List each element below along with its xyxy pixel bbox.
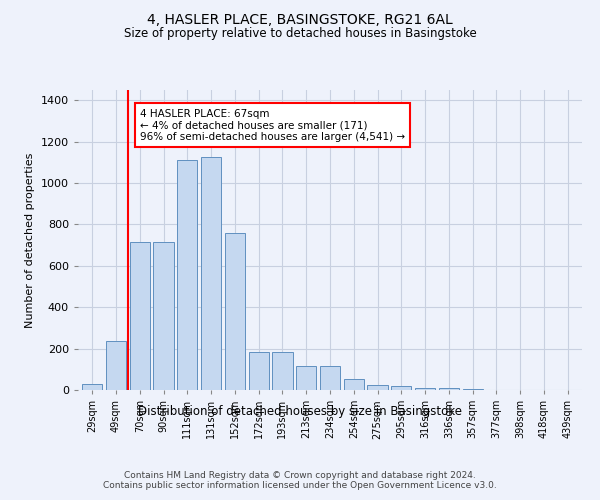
Bar [248,352,269,390]
Bar [439,388,459,390]
Bar [201,157,221,390]
Bar [130,242,150,390]
Y-axis label: Number of detached properties: Number of detached properties [25,152,35,328]
Text: Size of property relative to detached houses in Basingstoke: Size of property relative to detached ho… [124,28,476,40]
Bar [272,352,293,390]
Bar [177,160,197,390]
Bar [344,378,364,390]
Text: 4 HASLER PLACE: 67sqm
← 4% of detached houses are smaller (171)
96% of semi-deta: 4 HASLER PLACE: 67sqm ← 4% of detached h… [140,108,405,142]
Bar [296,366,316,390]
Text: 4, HASLER PLACE, BASINGSTOKE, RG21 6AL: 4, HASLER PLACE, BASINGSTOKE, RG21 6AL [147,12,453,26]
Bar [415,388,435,390]
Bar [391,386,412,390]
Text: Contains HM Land Registry data © Crown copyright and database right 2024.
Contai: Contains HM Land Registry data © Crown c… [103,470,497,490]
Text: Distribution of detached houses by size in Basingstoke: Distribution of detached houses by size … [138,405,462,418]
Bar [463,389,483,390]
Bar [154,242,173,390]
Bar [320,366,340,390]
Bar [225,233,245,390]
Bar [82,384,103,390]
Bar [106,342,126,390]
Bar [367,385,388,390]
